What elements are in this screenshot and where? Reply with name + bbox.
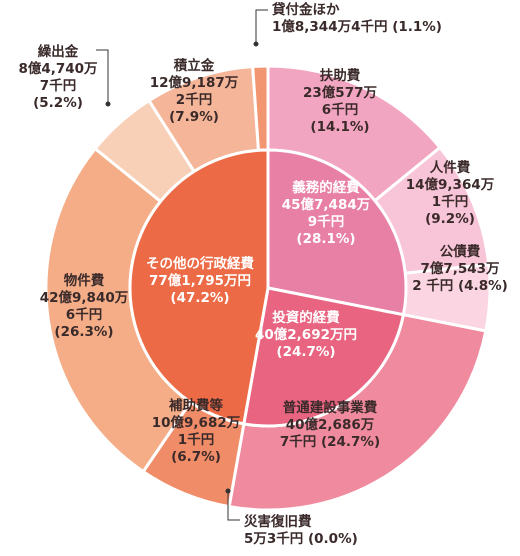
outer-label-5-line-0: 補助費等: [168, 397, 223, 414]
outer-label-3-line-1: 40億2,686万: [286, 416, 375, 433]
outer-label-9-line-0: 貸付金ほか: [271, 1, 340, 18]
outer-label-2-line-2: 2 千円 (4.8%): [412, 277, 508, 294]
outer-label-7-line-2: 7千円: [40, 77, 76, 94]
outer-label-6-line-3: (26.3%): [54, 324, 113, 340]
inner-label-0-line-3: (28.1%): [296, 231, 355, 247]
outer-label-8-line-2: 2千円: [176, 91, 212, 108]
inner-slice-0: [266, 148, 408, 317]
outer-label-8-line-3: (7.9%): [169, 109, 219, 125]
outer-label-2-line-1: 7億7,543万: [420, 260, 499, 277]
inner-label-2-line-0: その他の行政経費: [146, 255, 254, 272]
outer-label-1: 人件費 14億9,364万 1千円(9.2%): [406, 159, 495, 227]
inner-slice-2: [128, 148, 270, 426]
outer-label-0: 扶助費 23億577万 6千円(14.1%): [303, 67, 377, 135]
outer-label-1-line-3: (9.2%): [425, 211, 475, 227]
outer-label-3: 普通建設事業費 40億2,686万 7千円 (24.7%): [280, 399, 380, 450]
outer-label-5-line-2: 1千円: [178, 431, 214, 448]
outer-label-5: 補助費等 10億9,682万 1千円(6.7%): [152, 397, 241, 465]
outer-label-9-line-1: 1億8,344万4千円 (1.1%): [272, 18, 442, 35]
labels: 義務的経費 45億7,484万 9千円(28.1%)投資的経費 40億2,692万円(…: [18, 1, 507, 547]
outer-label-8: 積立金 12億9,187万 2千円(7.9%): [150, 57, 239, 125]
inner-label-1-line-2: (24.7%): [276, 344, 335, 360]
inner-label-2: その他の行政経費 77億1,795万円(47.2%): [146, 255, 254, 306]
outer-label-8-line-0: 積立金: [173, 57, 215, 74]
inner-label-2-line-2: (47.2%): [170, 290, 229, 306]
inner-slice-1: [242, 286, 406, 428]
leader-dot-1: [105, 101, 111, 107]
outer-label-0-line-0: 扶助費: [320, 67, 361, 84]
outer-label-2: 公債費 7億7,543万 2 千円 (4.8%): [412, 243, 508, 294]
outer-label-7: 繰出金 8億4,740万 7千円(5.2%): [18, 43, 97, 111]
inner-label-0-line-0: 義務的経費: [292, 179, 360, 196]
outer-label-0-line-2: 6千円: [322, 101, 358, 118]
outer-label-9: 貸付金ほか 1億8,344万4千円 (1.1%): [271, 1, 442, 35]
outer-label-1-line-2: 1千円: [432, 193, 468, 210]
outer-label-4: 災害復旧費 5万3千円 (0.0%): [243, 513, 358, 547]
leader-dot-2: [225, 488, 231, 494]
inner-label-1: 投資的経費 40億2,692万円(24.7%): [255, 309, 357, 360]
outer-label-7-line-0: 繰出金: [38, 43, 79, 60]
outer-label-3-line-2: 7千円 (24.7%): [280, 433, 380, 450]
outer-label-0-line-1: 23億577万: [303, 84, 377, 101]
outer-label-0-line-3: (14.1%): [310, 119, 369, 135]
inner-label-1-line-0: 投資的経費: [272, 309, 340, 326]
leader-line-0: [255, 9, 268, 44]
outer-label-4-line-0: 災害復旧費: [243, 513, 312, 530]
leader-line-2: [227, 491, 240, 521]
inner-label-1-line-1: 40億2,692万円: [255, 326, 357, 343]
outer-label-1-line-1: 14億9,364万: [406, 176, 495, 193]
inner-label-0: 義務的経費 45億7,484万 9千円(28.1%): [282, 179, 371, 247]
outer-label-1-line-0: 人件費: [430, 159, 471, 176]
outer-label-2-line-0: 公債費: [440, 243, 481, 260]
outer-label-6: 物件費 42億9,840万 6千円(26.3%): [40, 272, 129, 340]
outer-label-6-line-1: 42億9,840万: [40, 289, 129, 306]
inner-label-2-line-1: 77億1,795万円: [149, 272, 251, 289]
outer-label-6-line-0: 物件費: [64, 272, 105, 289]
outer-label-3-line-0: 普通建設事業費: [283, 399, 378, 416]
outer-label-5-line-3: (6.7%): [171, 449, 221, 465]
outer-label-8-line-1: 12億9,187万: [150, 74, 239, 91]
outer-label-4-line-1: 5万3千円 (0.0%): [244, 530, 358, 547]
leader-dot-0: [253, 41, 259, 47]
outer-label-7-line-1: 8億4,740万: [18, 60, 97, 77]
outer-label-6-line-2: 6千円: [66, 306, 102, 323]
inner-label-0-line-2: 9千円: [308, 213, 344, 230]
outer-label-7-line-3: (5.2%): [33, 95, 83, 111]
leader-line-1: [96, 49, 109, 104]
leader-lines: [96, 9, 268, 521]
outer-label-5-line-1: 10億9,682万: [152, 414, 241, 431]
inner-ring: [128, 148, 408, 428]
inner-label-0-line-1: 45億7,484万: [282, 196, 371, 213]
